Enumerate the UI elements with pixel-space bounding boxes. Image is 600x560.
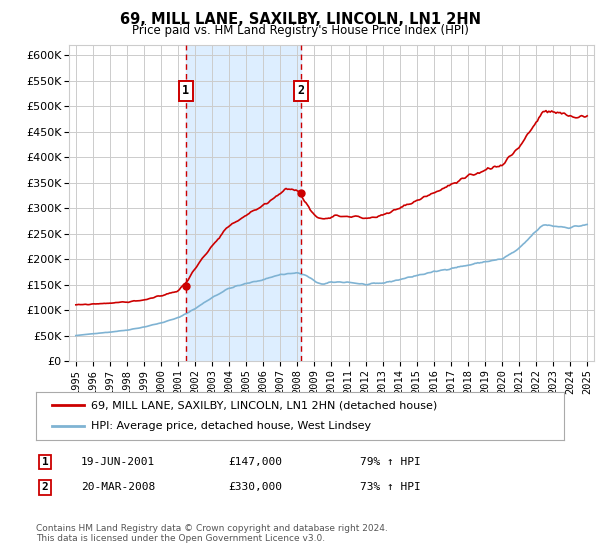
- Bar: [186, 45, 301, 361]
- Text: 1: 1: [182, 84, 190, 97]
- Text: 69, MILL LANE, SAXILBY, LINCOLN, LN1 2HN (detached house): 69, MILL LANE, SAXILBY, LINCOLN, LN1 2HN…: [91, 400, 437, 410]
- Text: 2: 2: [41, 482, 49, 492]
- Text: 69, MILL LANE, SAXILBY, LINCOLN, LN1 2HN: 69, MILL LANE, SAXILBY, LINCOLN, LN1 2HN: [119, 12, 481, 27]
- Text: 73% ↑ HPI: 73% ↑ HPI: [360, 482, 421, 492]
- Text: 1: 1: [41, 457, 49, 467]
- Text: Price paid vs. HM Land Registry's House Price Index (HPI): Price paid vs. HM Land Registry's House …: [131, 24, 469, 36]
- Text: 79% ↑ HPI: 79% ↑ HPI: [360, 457, 421, 467]
- Text: £147,000: £147,000: [228, 457, 282, 467]
- Text: 2: 2: [298, 84, 305, 97]
- Text: HPI: Average price, detached house, West Lindsey: HPI: Average price, detached house, West…: [91, 421, 371, 431]
- Text: 19-JUN-2001: 19-JUN-2001: [81, 457, 155, 467]
- Text: Contains HM Land Registry data © Crown copyright and database right 2024.
This d: Contains HM Land Registry data © Crown c…: [36, 524, 388, 543]
- Text: 20-MAR-2008: 20-MAR-2008: [81, 482, 155, 492]
- Text: £330,000: £330,000: [228, 482, 282, 492]
